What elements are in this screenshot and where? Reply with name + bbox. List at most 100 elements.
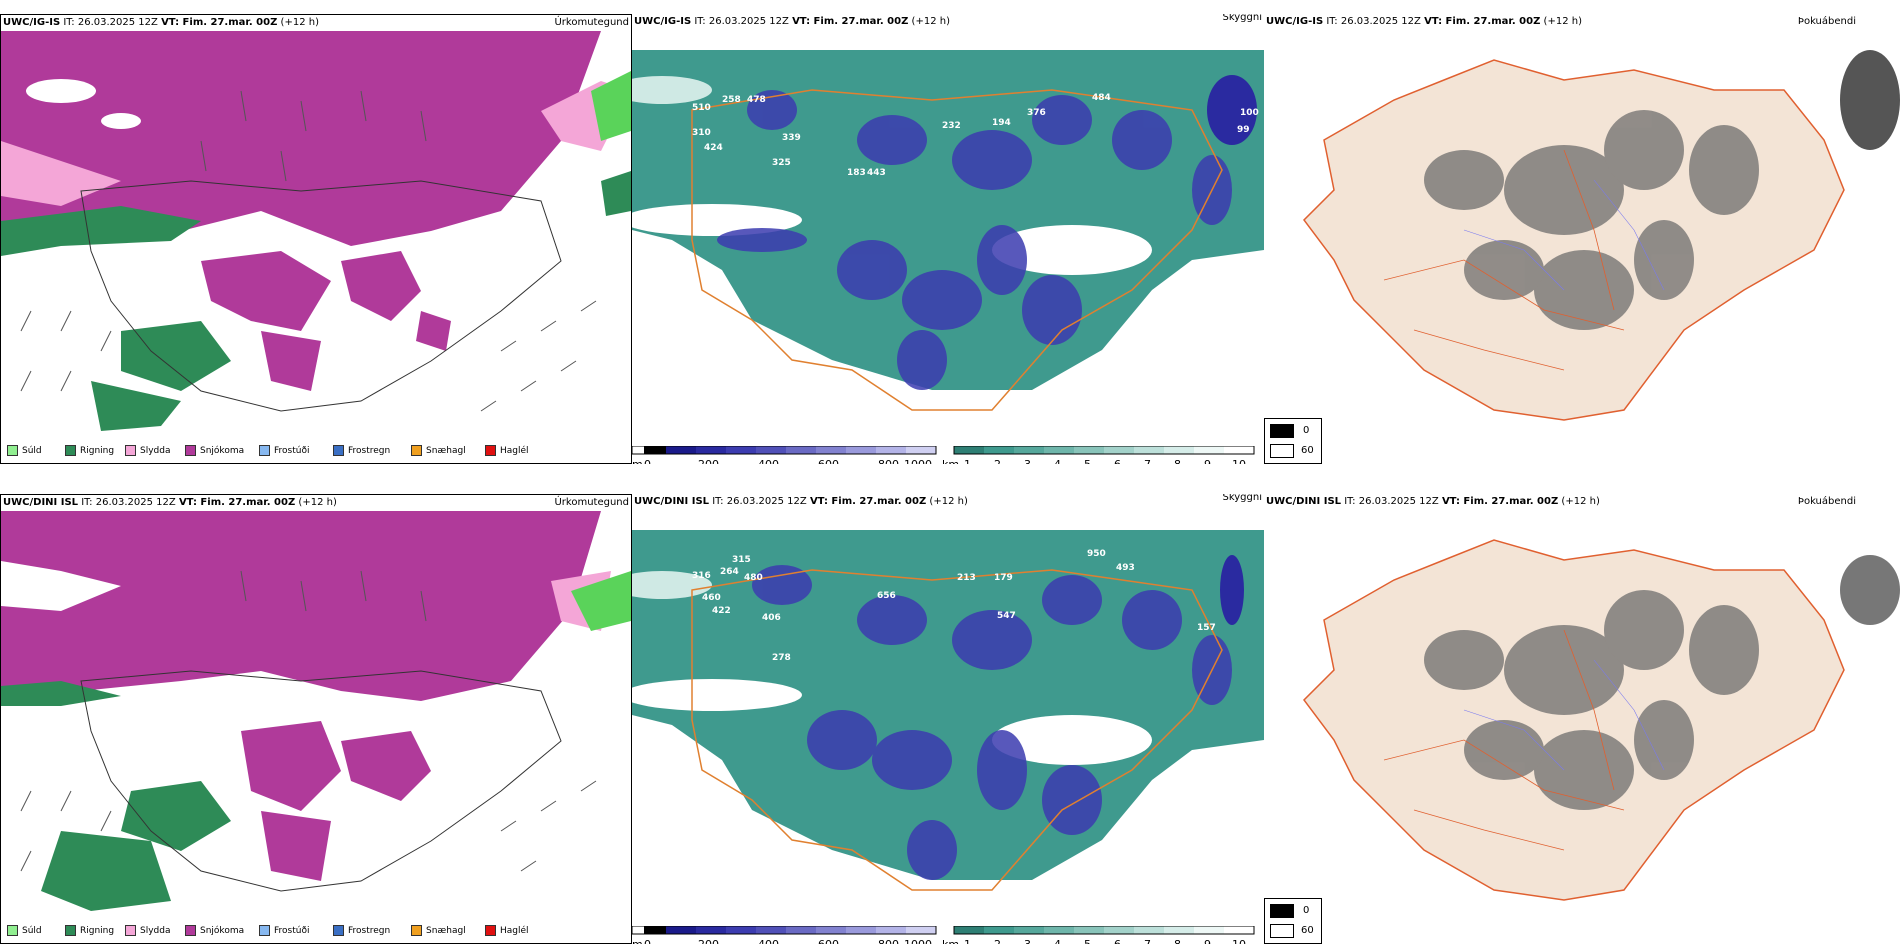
init-time: IT: 26.03.2025 12Z bbox=[1344, 496, 1439, 507]
field-label: Úrkomutegund bbox=[554, 497, 629, 508]
fog-index-map bbox=[1264, 510, 1900, 920]
visibility-tick: 5 bbox=[1084, 938, 1091, 944]
fog-legend: 0 60 bbox=[1264, 418, 1322, 464]
legend-item-hail: Haglél bbox=[485, 445, 529, 456]
field-label: Skyggni bbox=[1222, 494, 1262, 503]
panel-header: UWC/DINI ISL IT: 26.03.2025 12Z VT: Fim.… bbox=[1, 495, 631, 511]
visibility-tick: 3 bbox=[1024, 938, 1031, 944]
svg-text:325: 325 bbox=[772, 158, 791, 168]
visibility-tick: 10 bbox=[1232, 938, 1246, 944]
fog-index-panel-bottom: UWC/DINI ISL IT: 26.03.2025 12Z VT: Fim.… bbox=[1264, 494, 1900, 944]
elevation-colorbar: m 0 200 400 600 800 1000 bbox=[632, 446, 942, 464]
visibility-tick: 6 bbox=[1114, 938, 1121, 944]
legend-item-snow: Snjókoma bbox=[185, 925, 244, 936]
fog-index-map bbox=[1264, 30, 1900, 440]
visibility-tick: 2 bbox=[994, 938, 1001, 944]
legend-item-hail: Haglél bbox=[485, 925, 529, 936]
visibility-colorbar: km 1 2 3 4 5 6 7 8 9 10 bbox=[942, 446, 1264, 464]
svg-text:310: 310 bbox=[692, 128, 711, 138]
fog-legend: 0 60 bbox=[1264, 898, 1322, 944]
svg-text:316: 316 bbox=[692, 571, 711, 581]
elevation-tick: 800 bbox=[878, 938, 899, 944]
valid-time: VT: Fim. 27.mar. 00Z bbox=[161, 17, 278, 28]
field-label: Skyggni bbox=[1222, 14, 1262, 23]
legend-item-freezing-drizzle: Frostúði bbox=[259, 925, 309, 936]
visibility-colorbar-ramp bbox=[953, 926, 1255, 935]
svg-text:547: 547 bbox=[997, 611, 1016, 621]
legend-item-freezing-rain: Frostregn bbox=[333, 445, 390, 456]
elevation-tick: 400 bbox=[758, 938, 779, 944]
svg-text:194: 194 bbox=[992, 118, 1011, 128]
visibility-tick: 8 bbox=[1174, 458, 1181, 464]
fog-legend-high: 60 bbox=[1301, 445, 1314, 456]
elevation-tick: 0 bbox=[644, 458, 651, 464]
model-name: UWC/DINI ISL bbox=[1266, 496, 1342, 507]
elevation-tick: 1000 bbox=[904, 938, 932, 944]
svg-text:315: 315 bbox=[732, 555, 751, 565]
visibility-tick: 4 bbox=[1054, 938, 1061, 944]
legend-item-sleet: Slydda bbox=[125, 925, 170, 936]
valid-time: VT: Fim. 27.mar. 00Z bbox=[178, 497, 296, 508]
model-name: UWC/IG-IS bbox=[1266, 16, 1324, 27]
svg-text:157: 157 bbox=[1197, 623, 1216, 633]
visibility-panel-top: UWC/IG-IS IT: 26.03.2025 12Z VT: Fim. 27… bbox=[632, 14, 1264, 464]
svg-text:278: 278 bbox=[772, 653, 791, 663]
visibility-tick: 6 bbox=[1114, 458, 1121, 464]
svg-text:950: 950 bbox=[1087, 549, 1106, 559]
visibility-tick: 5 bbox=[1084, 458, 1091, 464]
svg-text:478: 478 bbox=[747, 95, 766, 105]
panel-header: UWC/IG-IS IT: 26.03.2025 12Z VT: Fim. 27… bbox=[1264, 14, 1900, 30]
init-time: IT: 26.03.2025 12Z bbox=[81, 497, 176, 508]
field-label: Þokuábendi bbox=[1797, 496, 1856, 507]
panel-header: UWC/DINI ISL IT: 26.03.2025 12Z VT: Fim.… bbox=[1264, 494, 1900, 510]
svg-text:406: 406 bbox=[762, 613, 781, 623]
svg-text:264: 264 bbox=[720, 567, 739, 577]
svg-text:100: 100 bbox=[1240, 108, 1259, 118]
visibility-tick: 8 bbox=[1174, 938, 1181, 944]
lead-time: (+12 h) bbox=[298, 497, 337, 508]
svg-text:258: 258 bbox=[722, 95, 741, 105]
svg-text:179: 179 bbox=[994, 573, 1013, 583]
model-name: UWC/IG-IS bbox=[634, 16, 692, 27]
precip-map bbox=[1, 31, 631, 441]
legend-item-freezing-rain: Frostregn bbox=[333, 925, 390, 936]
lead-time: (+12 h) bbox=[1561, 496, 1600, 507]
visibility-tick: 3 bbox=[1024, 458, 1031, 464]
elevation-colorbar-ramp bbox=[632, 446, 937, 455]
legend-item-rain: Rigning bbox=[65, 925, 114, 936]
visibility-panel-bottom: UWC/DINI ISL IT: 26.03.2025 12Z VT: Fim.… bbox=[632, 494, 1264, 944]
legend-item-snow-pellets: Snæhagl bbox=[411, 445, 466, 456]
elevation-tick: 0 bbox=[644, 938, 651, 944]
visibility-tick: 1 bbox=[964, 938, 971, 944]
legend-item-snow-pellets: Snæhagl bbox=[411, 925, 466, 936]
model-name: UWC/IG-IS bbox=[3, 17, 61, 28]
fog-swatch-white bbox=[1270, 444, 1294, 458]
init-time: IT: 26.03.2025 12Z bbox=[1326, 16, 1421, 27]
valid-time: VT: Fim. 27.mar. 00Z bbox=[792, 16, 909, 27]
visibility-unit: km bbox=[942, 938, 959, 944]
visibility-tick: 4 bbox=[1054, 458, 1061, 464]
visibility-tick: 2 bbox=[994, 458, 1001, 464]
precip-map bbox=[1, 511, 631, 921]
visibility-tick: 1 bbox=[964, 458, 971, 464]
panel-header: UWC/IG-IS IT: 26.03.2025 12Z VT: Fim. 27… bbox=[632, 14, 1264, 30]
precip-type-legend: Súld Rigning Slydda Snjókoma Frostúði Fr… bbox=[7, 925, 607, 939]
elevation-tick: 800 bbox=[878, 458, 899, 464]
svg-text:510: 510 bbox=[692, 103, 711, 113]
legend-item-drizzle: Súld bbox=[7, 925, 42, 936]
svg-text:339: 339 bbox=[782, 133, 801, 143]
init-time: IT: 26.03.2025 12Z bbox=[694, 16, 789, 27]
svg-text:480: 480 bbox=[744, 573, 763, 583]
valid-time: VT: Fim. 27.mar. 00Z bbox=[1424, 16, 1541, 27]
elevation-colorbar: m 0 200 400 600 800 1000 bbox=[632, 926, 942, 944]
visibility-colorbar: km 1 2 3 4 5 6 7 8 9 10 bbox=[942, 926, 1264, 944]
visibility-map: 315 316 264 480 460 422 406 656 213 179 950 493 2… bbox=[632, 510, 1264, 920]
legend-item-drizzle: Súld bbox=[7, 445, 42, 456]
legend-item-snow: Snjókoma bbox=[185, 445, 244, 456]
visibility-tick: 7 bbox=[1144, 458, 1151, 464]
lead-time: (+12 h) bbox=[1543, 16, 1582, 27]
svg-text:99: 99 bbox=[1237, 125, 1250, 135]
visibility-tick: 9 bbox=[1204, 938, 1211, 944]
svg-text:232: 232 bbox=[942, 121, 961, 131]
init-time: IT: 26.03.2025 12Z bbox=[712, 496, 807, 507]
